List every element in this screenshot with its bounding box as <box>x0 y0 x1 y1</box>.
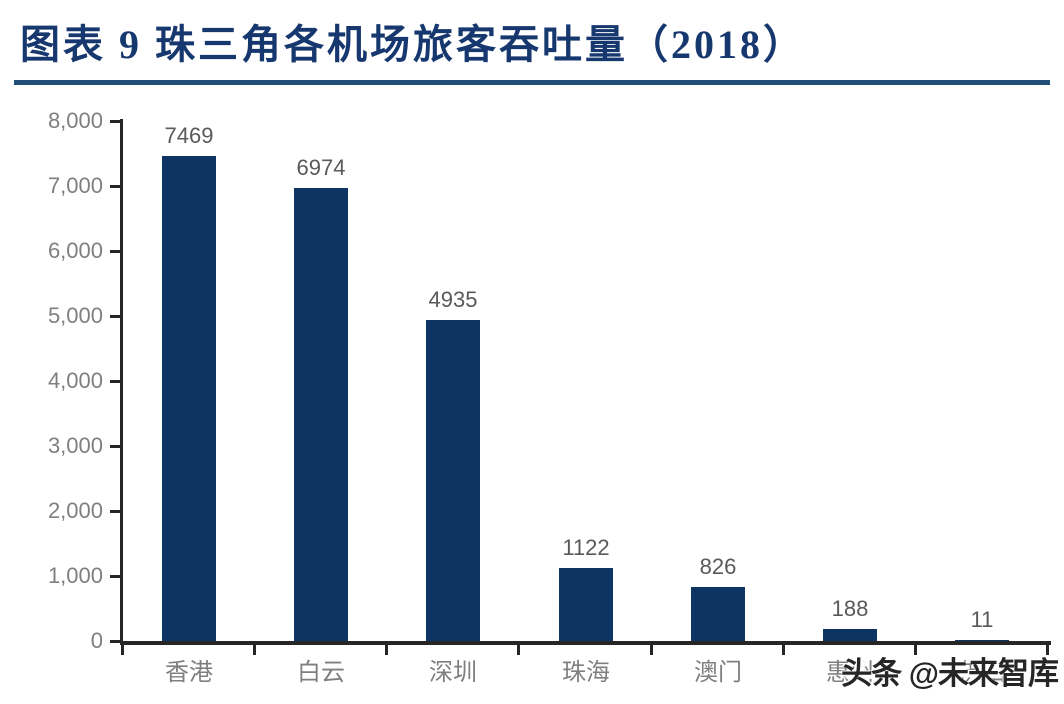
bar <box>823 629 877 641</box>
bar-value-label: 4935 <box>428 287 478 312</box>
chart-title: 图表 9 珠三角各机场旅客吞吐量（2018） <box>20 22 806 67</box>
x-axis-tick <box>253 641 257 655</box>
y-axis-tick <box>110 445 120 448</box>
y-axis-tick-label: 3,000 <box>47 433 103 458</box>
y-axis-tick-label: 0 <box>90 628 103 653</box>
x-axis-category-label: 香港 <box>165 659 213 686</box>
bar <box>559 568 613 641</box>
bar <box>294 188 348 641</box>
y-axis-tick-label: 4,000 <box>47 368 103 393</box>
bar <box>691 587 745 641</box>
x-axis-category-label: 佛山 <box>958 659 1006 686</box>
bar-value-label: 7469 <box>164 123 214 148</box>
y-axis-tick <box>110 575 120 578</box>
y-axis-tick-label: 8,000 <box>47 108 103 133</box>
x-axis-category-label: 珠海 <box>562 659 610 686</box>
y-axis-tick-label: 6,000 <box>47 238 103 263</box>
x-axis-tick <box>517 641 521 655</box>
y-axis-tick <box>110 640 120 643</box>
y-axis-tick <box>110 510 120 513</box>
bar-value-label: 1122 <box>562 535 610 560</box>
bar-value-label: 188 <box>831 596 869 621</box>
bar-value-label: 826 <box>699 554 737 579</box>
x-axis-tick <box>913 641 917 655</box>
y-axis-tick <box>110 250 120 253</box>
x-axis-tick <box>385 641 389 655</box>
y-axis-line <box>120 119 123 645</box>
bar <box>955 640 1009 641</box>
x-axis-category-label: 惠州 <box>826 659 874 686</box>
x-axis-category-label: 白云 <box>297 659 345 686</box>
watermark: 头条 @未来智库 <box>841 656 1059 691</box>
x-axis-tick <box>121 641 124 655</box>
bar <box>162 156 216 641</box>
y-axis-tick-label: 1,000 <box>47 563 103 588</box>
x-axis-tick <box>1046 641 1049 655</box>
x-axis-line <box>120 641 1051 645</box>
y-axis-tick <box>110 185 120 188</box>
bar-value-label: 11 <box>970 607 994 632</box>
y-axis-tick <box>110 380 120 383</box>
y-axis-tick <box>110 120 120 123</box>
y-axis-tick <box>110 315 120 318</box>
bar-value-label: 6974 <box>296 155 346 180</box>
y-axis-tick-label: 7,000 <box>47 173 103 198</box>
x-axis-tick <box>781 641 785 655</box>
bar <box>426 320 480 641</box>
x-axis-category-label: 澳门 <box>694 659 742 686</box>
x-axis-tick <box>649 641 653 655</box>
x-axis-category-label: 深圳 <box>429 659 477 686</box>
title-underline <box>14 80 1050 85</box>
y-axis-tick-label: 2,000 <box>47 498 103 523</box>
y-axis-tick-label: 5,000 <box>47 303 103 328</box>
